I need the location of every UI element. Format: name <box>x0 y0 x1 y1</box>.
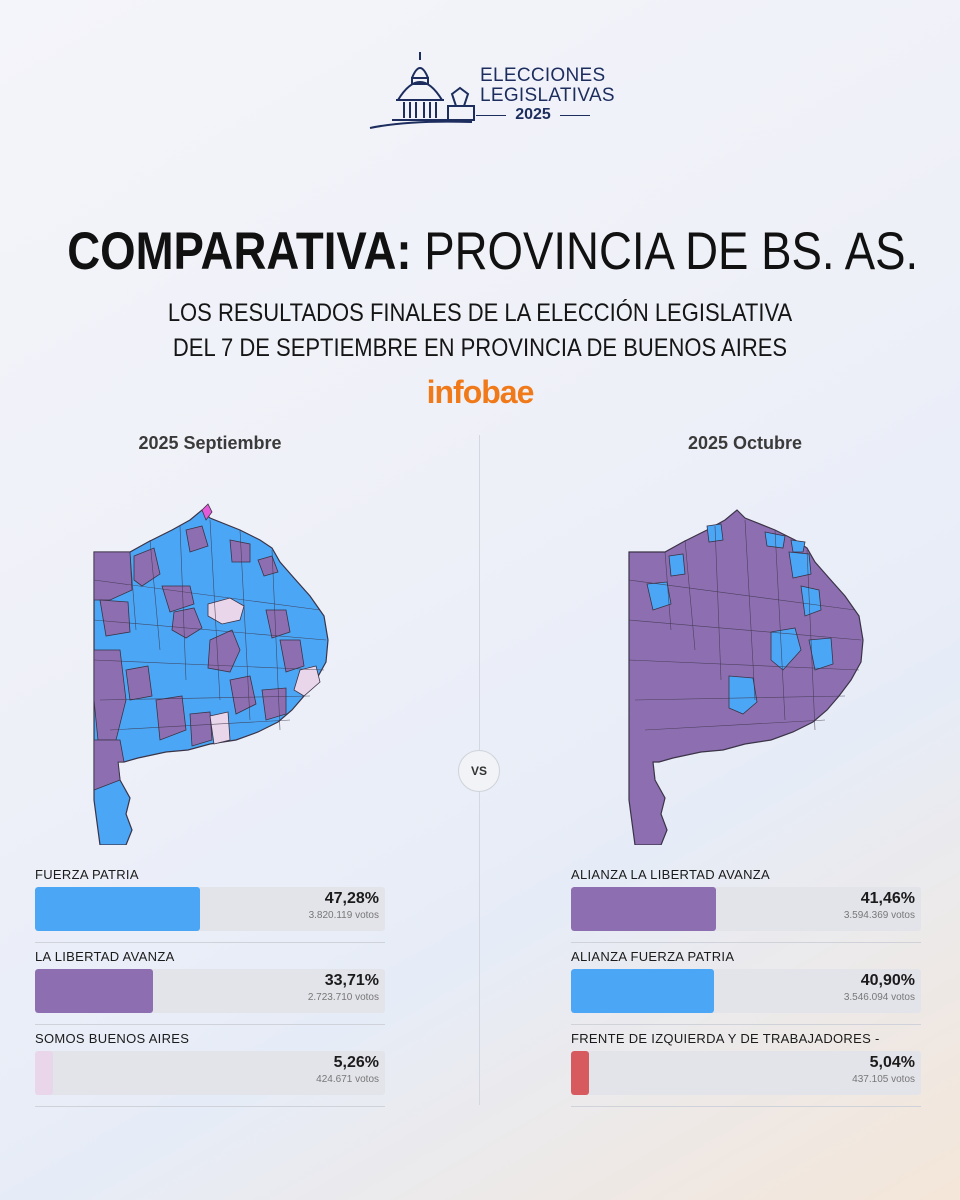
party-row: FUERZA PATRIA 47,28% 3.820.119 votos <box>35 866 385 948</box>
percent-label: 41,46% <box>860 890 915 907</box>
logo-line2: LEGISLATIVAS <box>480 85 615 106</box>
party-row: ALIANZA LA LIBERTAD AVANZA 41,46% 3.594.… <box>571 866 921 948</box>
row-separator <box>35 1106 385 1107</box>
bar-fill <box>571 1051 589 1095</box>
bar-fill <box>571 969 715 1013</box>
votes-label: 3.820.119 votos <box>308 910 379 921</box>
party-row: LA LIBERTAD AVANZA 33,71% 2.723.710 voto… <box>35 948 385 1030</box>
row-separator <box>35 1024 385 1025</box>
row-separator <box>571 1106 921 1107</box>
party-name: FRENTE DE IZQUIERDA Y DE TRABAJADORES - … <box>571 1031 880 1064</box>
party-name: ALIANZA FUERZA PATRIA <box>571 949 735 964</box>
bar-fill <box>35 1051 54 1095</box>
party-row: FRENTE DE IZQUIERDA Y DE TRABAJADORES - … <box>571 1030 921 1112</box>
page-title: COMPARATIVA: PROVINCIA DE BS. AS. <box>67 222 918 282</box>
map-octubre <box>628 509 864 845</box>
logo-text: ELECCIONES LEGISLATIVAS <box>480 66 615 106</box>
votes-label: 2.723.710 votos <box>307 992 379 1003</box>
bar-track <box>35 887 385 931</box>
map-septiembre <box>93 503 329 845</box>
page-subtitle: LOS RESULTADOS FINALES DE LA ELECCIÓN LE… <box>58 296 903 366</box>
party-row: ALIANZA FUERZA PATRIA 40,90% 3.546.094 v… <box>571 948 921 1030</box>
left-column-title: 2025 Septiembre <box>138 433 282 453</box>
bar-track <box>35 969 385 1013</box>
percent-label: 33,71% <box>324 972 379 989</box>
capitol-dome-logo-icon <box>369 52 475 129</box>
percent-label: 5,04% <box>869 1054 915 1071</box>
results-octubre: ALIANZA LA LIBERTAD AVANZA 41,46% 3.594.… <box>571 866 921 1112</box>
vs-badge: VS <box>458 750 500 792</box>
row-separator <box>571 1024 921 1025</box>
title-rest: PROVINCIA DE BS. AS. <box>424 222 919 281</box>
logo-line1: ELECCIONES <box>480 65 606 86</box>
party-name: ALIANZA LA LIBERTAD AVANZA <box>571 867 771 882</box>
subtitle-line2: DEL 7 DE SEPTIEMBRE EN PROVINCIA DE BUEN… <box>172 334 788 362</box>
bar-fill <box>571 887 717 931</box>
bar-track <box>571 969 921 1013</box>
bar-track <box>571 887 921 931</box>
percent-label: 5,26% <box>333 1054 379 1071</box>
votes-label: 437.105 votos <box>852 1074 915 1085</box>
percent-label: 40,90% <box>860 972 915 989</box>
results-septiembre: FUERZA PATRIA 47,28% 3.820.119 votos LA … <box>35 866 385 1112</box>
infobae-logo: infobae <box>426 374 535 410</box>
votes-label: 3.546.094 votos <box>843 992 915 1003</box>
right-column-title: 2025 Octubre <box>687 433 803 453</box>
bar-track <box>35 1051 385 1095</box>
party-name: SOMOS BUENOS AIRES <box>35 1031 190 1046</box>
logo-year: 2025 <box>472 106 594 124</box>
party-name: LA LIBERTAD AVANZA <box>35 949 175 964</box>
bar-fill <box>35 969 153 1013</box>
subtitle-line1: LOS RESULTADOS FINALES DE LA ELECCIÓN LE… <box>167 299 793 327</box>
party-row: SOMOS BUENOS AIRES 5,26% 424.671 votos <box>35 1030 385 1112</box>
row-separator <box>35 942 385 943</box>
bar-fill <box>35 887 201 931</box>
party-name: FUERZA PATRIA <box>35 867 139 882</box>
votes-label: 424.671 votos <box>316 1074 379 1085</box>
title-bold: COMPARATIVA: <box>67 222 412 281</box>
votes-label: 3.594.369 votos <box>843 910 915 921</box>
bar-track <box>571 1051 921 1095</box>
row-separator <box>571 942 921 943</box>
percent-label: 47,28% <box>324 890 379 907</box>
